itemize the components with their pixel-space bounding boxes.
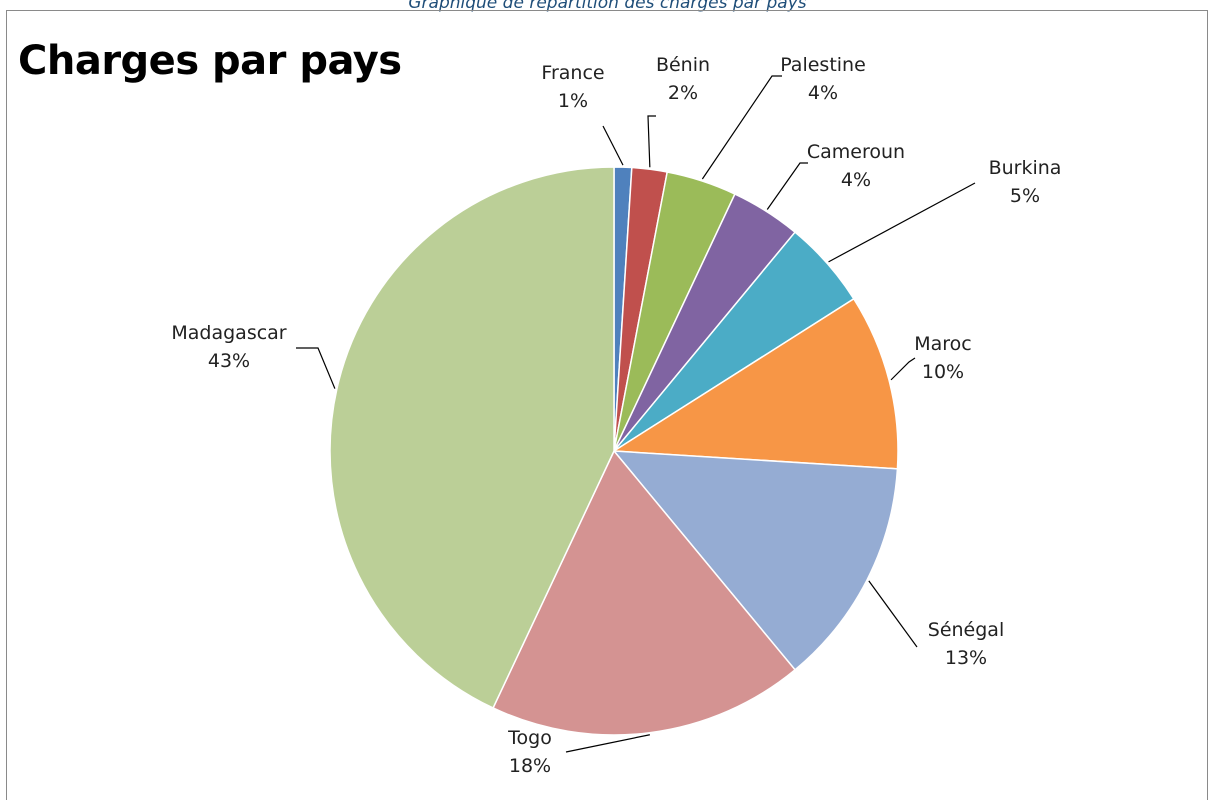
pie-slice-sénégal <box>612 450 899 671</box>
slice-percent-label: 13% <box>945 647 987 669</box>
leader-line-maroc <box>890 357 916 381</box>
slice-name-label: Cameroun <box>807 141 905 163</box>
slice-percent-label: 10% <box>922 361 964 383</box>
leader-line-bénin <box>647 115 656 168</box>
slice-name-label: Madagascar <box>171 322 286 344</box>
leader-line-sénégal <box>868 580 918 648</box>
slice-labels: France 1% Bénin 2% Palestine 4% Cameroun 4% Burk… <box>171 54 1061 777</box>
leader-line-madagascar <box>296 347 336 389</box>
leader-line-france <box>602 125 624 166</box>
pie-slice-maroc <box>611 297 899 470</box>
slice-name-label: Palestine <box>780 54 866 76</box>
pie-slice-togo <box>492 449 797 736</box>
slice-name-label: France <box>541 62 604 84</box>
pie-slices <box>329 166 899 736</box>
slice-name-label: Maroc <box>914 333 972 355</box>
slice-name-label: Togo <box>507 727 552 749</box>
slice-percent-label: 2% <box>668 82 698 104</box>
leader-line-burkina <box>828 182 976 263</box>
slice-name-label: Bénin <box>656 54 710 76</box>
slice-percent-label: 43% <box>208 350 250 372</box>
slice-name-label: Sénégal <box>928 619 1004 641</box>
slice-percent-label: 1% <box>558 90 588 112</box>
chart-title: Charges par pays <box>18 38 402 84</box>
leader-line-palestine <box>701 75 782 180</box>
leader-line-togo <box>565 734 650 753</box>
chart-frame <box>6 10 1208 800</box>
slice-percent-label: 5% <box>1010 185 1040 207</box>
slice-percent-label: 18% <box>509 755 551 777</box>
slice-percent-label: 4% <box>841 169 871 191</box>
pie-slice-madagascar <box>329 166 615 709</box>
slice-name-label: Burkina <box>989 157 1062 179</box>
chart-caption: Graphique de répartition des charges par… <box>408 0 807 13</box>
leader-line-cameroun <box>766 162 808 210</box>
leader-lines <box>296 75 976 753</box>
slice-percent-label: 4% <box>808 82 838 104</box>
